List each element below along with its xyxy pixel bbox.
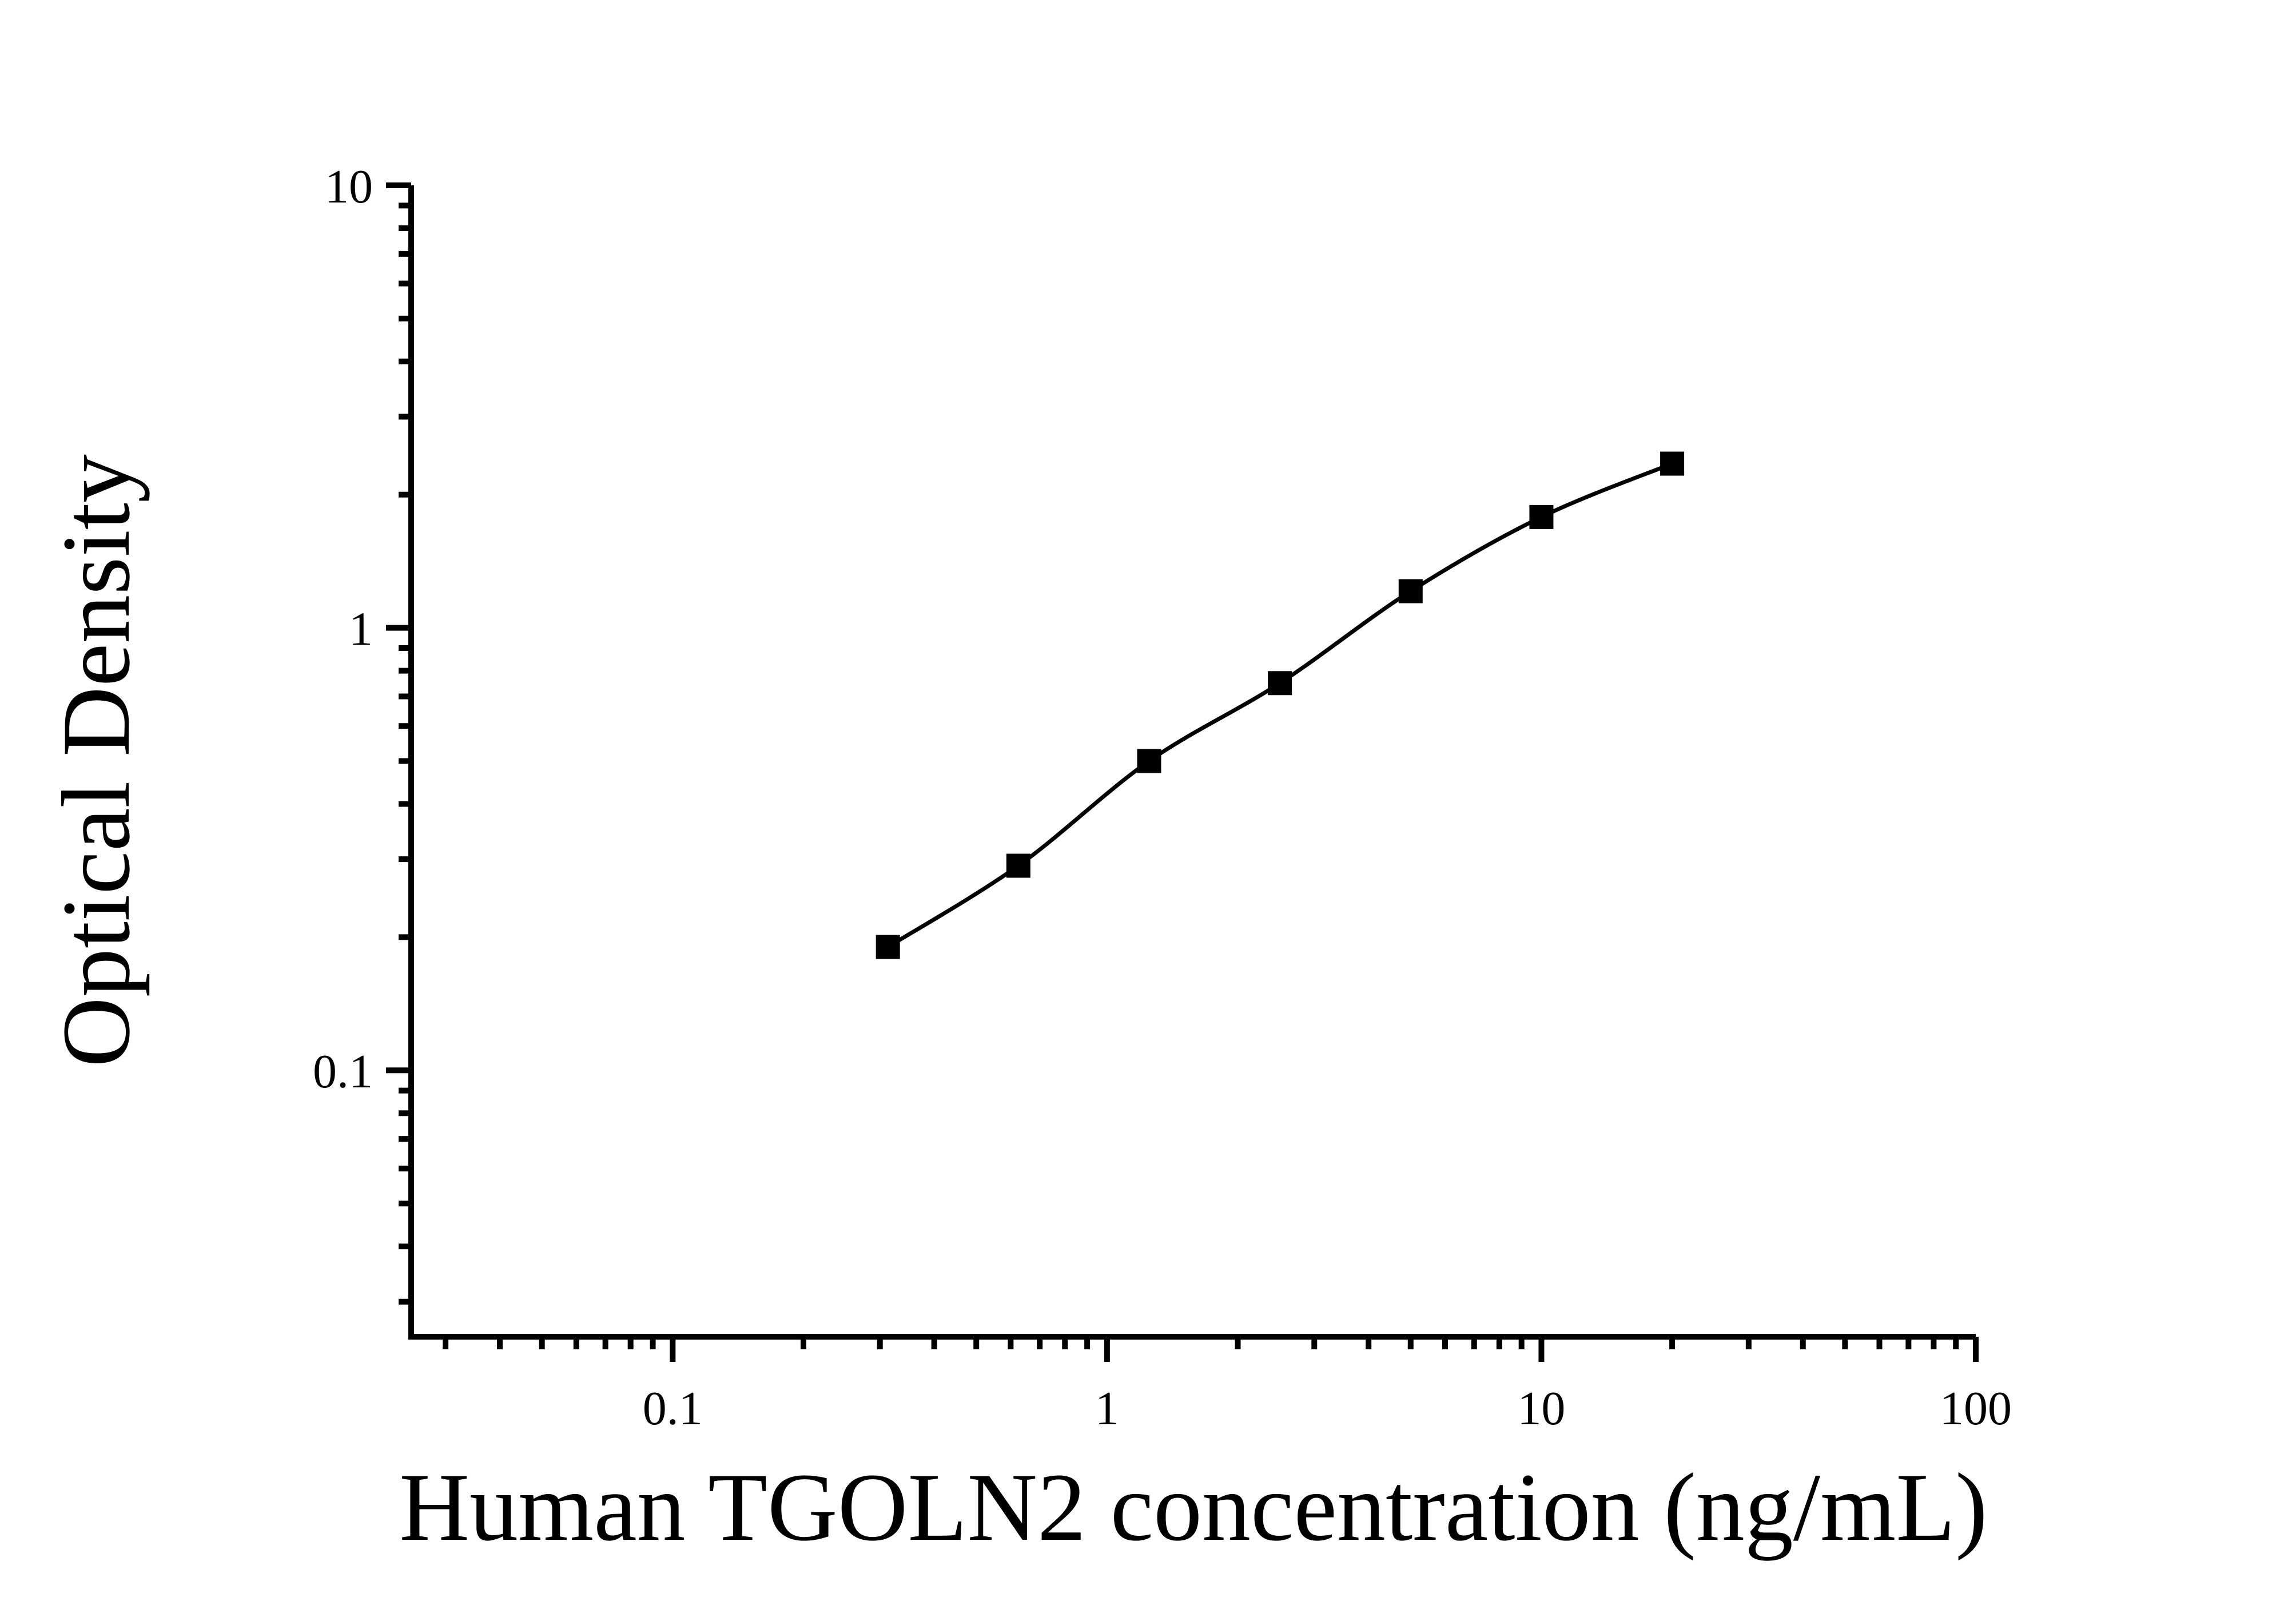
x-axis-ticks	[443, 1337, 1979, 1362]
axes-frame	[408, 185, 1976, 1340]
data-point-marker	[1660, 451, 1685, 476]
x-axis-title: Human TGOLN2 concentration (ng/mL)	[399, 1453, 1988, 1561]
x-tick-label: 100	[1940, 1382, 2012, 1435]
x-tick-label: 10	[1517, 1382, 1565, 1435]
data-point-marker	[876, 935, 900, 959]
x-tick-label: 1	[1095, 1382, 1119, 1435]
data-point-marker	[1398, 579, 1423, 603]
data-point-markers	[876, 451, 1685, 959]
x-axis-tick-labels: 0.1 1 10 100	[643, 1382, 2012, 1435]
data-point-marker	[1006, 853, 1030, 878]
y-axis-ticks	[386, 182, 411, 1305]
y-axis-tick-labels: 0.1 1 10	[313, 160, 373, 1098]
y-axis-title: Optical Density	[42, 454, 150, 1067]
x-tick-label: 0.1	[643, 1382, 703, 1435]
data-point-marker	[1137, 749, 1161, 773]
data-point-marker	[1529, 504, 1554, 529]
y-tick-label: 1	[349, 603, 373, 656]
data-point-marker	[1268, 671, 1292, 696]
y-tick-label: 10	[325, 160, 373, 213]
y-tick-label: 0.1	[313, 1045, 373, 1098]
